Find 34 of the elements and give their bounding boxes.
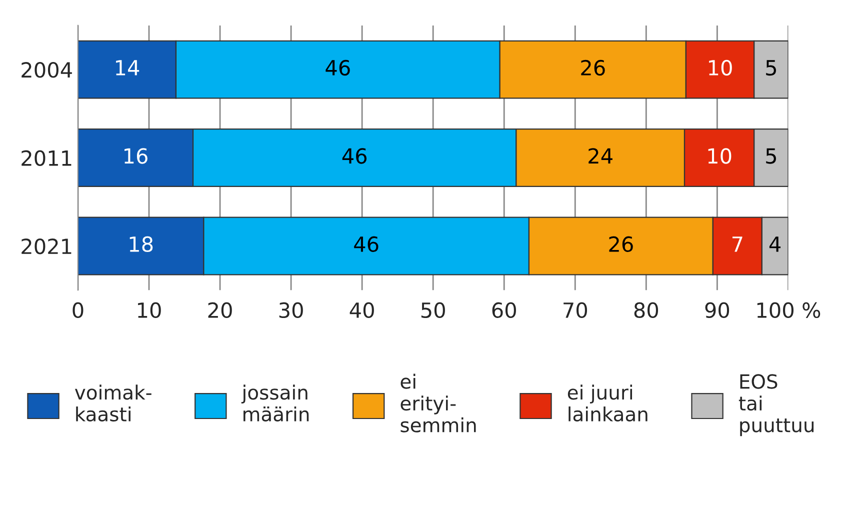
x-tick-label: 20 (208, 302, 232, 318)
data-label: 26 (609, 236, 633, 252)
x-tick-label: 30 (279, 302, 303, 318)
legend-label: ei juuri lainkaan (568, 384, 648, 422)
data-label: 46 (342, 148, 367, 164)
x-tick-label: 60 (492, 302, 516, 318)
x-tick-label: 10 (138, 302, 161, 318)
y-tick-label: 2011 (22, 150, 72, 166)
data-label: 10 (708, 148, 732, 164)
data-label: 5 (766, 148, 776, 164)
x-tick-label: 80 (634, 302, 658, 318)
data-label: 10 (709, 60, 732, 76)
x-tick-label: 90 (705, 302, 730, 318)
data-label: 26 (581, 60, 605, 76)
x-tick-label: 0 (72, 302, 84, 318)
x-tick-label: 100 % (757, 302, 820, 318)
data-label: 14 (116, 60, 140, 76)
data-label: 7 (732, 236, 742, 252)
x-tick-label: 50 (421, 302, 445, 318)
x-tick-label: 40 (350, 302, 374, 318)
data-label: 4 (769, 236, 781, 252)
legend-label: EOS tai puuttuu (738, 374, 814, 436)
y-tick-label: 2004 (22, 62, 72, 78)
x-tick-label: 70 (564, 302, 588, 318)
y-tick-label: 2021 (22, 238, 72, 254)
legend-label: ei erityi- semmin (400, 374, 476, 432)
data-label: 5 (766, 60, 776, 76)
data-label: 46 (326, 60, 350, 76)
data-label: 16 (124, 148, 148, 164)
legend-label: voimak- kaasti (74, 384, 152, 422)
legend-label: jossain määrin (241, 384, 309, 422)
data-label: 46 (354, 236, 378, 252)
data-label: 24 (588, 148, 612, 164)
data-label: 18 (130, 236, 153, 252)
